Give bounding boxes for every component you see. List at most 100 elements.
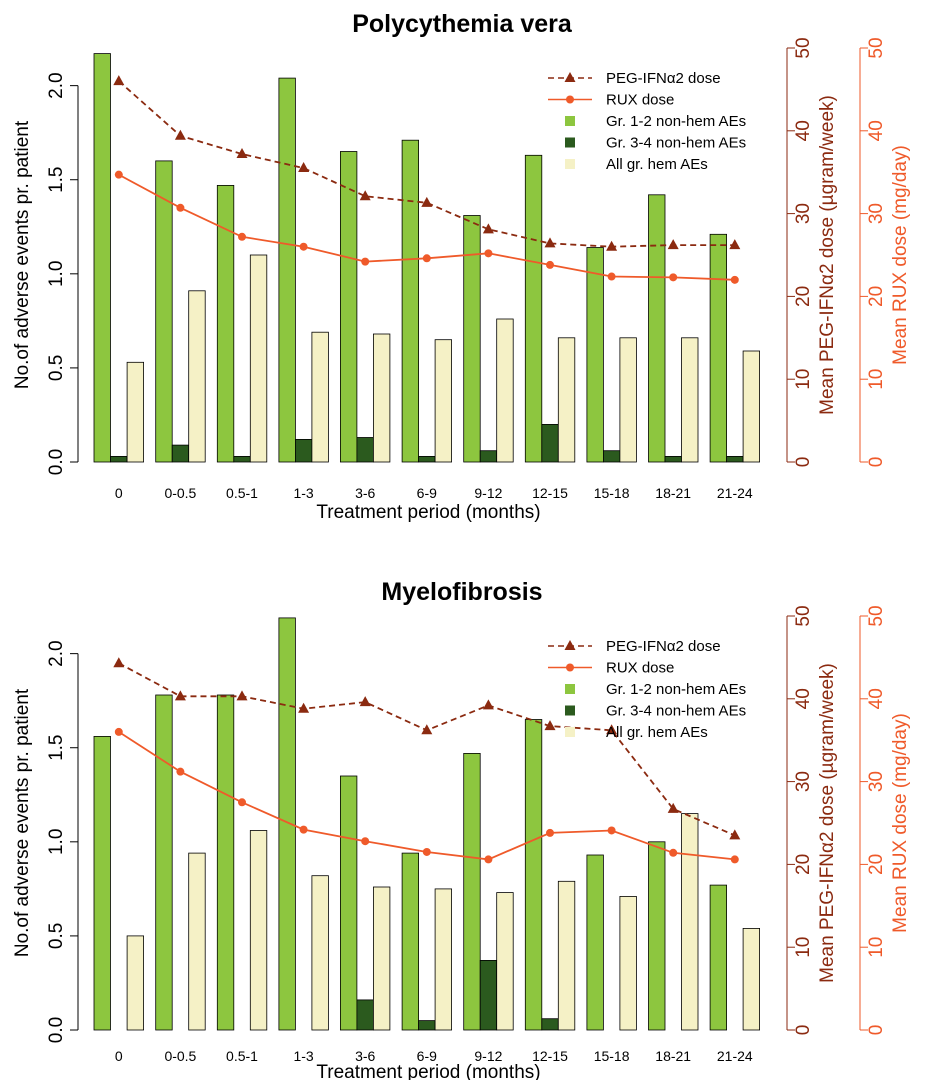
- y-tick-label-peg: 50: [793, 37, 814, 58]
- point-peg-3-6: [359, 190, 371, 201]
- bar-g12-0-0.5: [155, 160, 173, 463]
- x-tick-label: 15-18: [594, 1048, 630, 1064]
- y-tick-label-left: 1.5: [46, 735, 67, 761]
- bar-hem-9-12: [496, 892, 514, 1031]
- point-rux-12-15: [546, 828, 554, 837]
- bar-g34-21-24: [726, 455, 744, 463]
- bar-g12-12-15: [524, 719, 543, 1031]
- y-tick-label-rux: 30: [866, 771, 887, 792]
- point-rux-0: [114, 727, 123, 736]
- point-rux-6-9: [422, 847, 431, 856]
- legend-label-peg: PEG-IFNα2 dose: [606, 70, 721, 87]
- x-tick-label: 1-3: [293, 485, 313, 501]
- bar-g12-9-12: [463, 215, 481, 463]
- y-tick-label-peg: 30: [793, 771, 814, 792]
- bar-hem-0-0.5: [188, 290, 206, 463]
- legend-label-hem: All gr. hem AEs: [606, 156, 708, 173]
- x-tick-label: 0-0.5: [164, 1048, 196, 1064]
- bar-g12-21-24: [709, 233, 727, 463]
- bar-g12-0-0.5: [155, 694, 173, 1031]
- y-tick-label-left: 1.0: [46, 261, 67, 287]
- x-tick-label: 15-18: [594, 485, 630, 501]
- point-peg-15-18: [606, 724, 618, 735]
- bar-g34-6-9: [418, 1020, 436, 1031]
- x-tick-label: 0-0.5: [164, 485, 196, 501]
- legend-label-rux: RUX dose: [606, 92, 674, 109]
- x-axis-label: Treatment period (months): [316, 502, 540, 523]
- bar-hem-0: [126, 935, 144, 1031]
- y-tick-label-peg: 10: [793, 937, 814, 958]
- y-tick-label-peg: 50: [793, 605, 814, 626]
- point-peg-9-12: [482, 699, 494, 710]
- legend-marker-peg: [564, 72, 576, 82]
- bar-hem-0.5-1: [249, 254, 268, 463]
- bar-g12-1-3: [278, 617, 296, 1031]
- y-tick-label-rux: 0: [866, 457, 887, 468]
- x-tick-label: 6-9: [417, 1048, 437, 1064]
- bar-g12-15-18: [586, 854, 604, 1031]
- y-tick-label-left: 2.0: [46, 640, 67, 666]
- bar-hem-3-6: [372, 886, 391, 1031]
- point-peg-12-15: [544, 720, 556, 731]
- point-peg-0-0.5: [174, 690, 186, 701]
- bar-g34-3-6: [356, 437, 374, 463]
- point-peg-3-6: [359, 696, 371, 707]
- legend-swatch-hem: [565, 727, 575, 737]
- bar-hem-0.5-1: [249, 830, 268, 1031]
- x-tick-label: 0: [115, 1048, 123, 1064]
- legend-label-peg: PEG-IFNα2 dose: [606, 638, 721, 655]
- y-tick-label-rux: 10: [866, 937, 887, 958]
- point-peg-15-18: [606, 240, 618, 251]
- x-tick-label: 0.5-1: [226, 1048, 258, 1064]
- x-tick-label: 0.5-1: [226, 485, 258, 501]
- bar-g34-9-12: [479, 450, 498, 463]
- chart-panel-1: Myelofibrosis 0.0 0.5 1.0 1.5 2.0 No.of advers…: [12, 578, 911, 1080]
- x-tick-label: 21-24: [717, 1048, 753, 1064]
- y-tick-label-peg: 40: [793, 120, 814, 141]
- x-tick-label: 12-15: [532, 1048, 568, 1064]
- y-tick-label-rux: 10: [866, 369, 887, 390]
- y-tick-label-peg: 30: [793, 203, 814, 224]
- chart-title: Myelofibrosis: [381, 578, 542, 606]
- bar-g34-9-12: [479, 960, 498, 1031]
- y-tick-label-left: 0.5: [46, 355, 67, 381]
- bar-g12-0.5-1: [216, 694, 235, 1031]
- bar-hem-6-9: [434, 888, 453, 1031]
- point-peg-0-0.5: [174, 129, 186, 140]
- point-rux-9-12: [484, 855, 493, 864]
- point-rux-15-18: [607, 826, 616, 835]
- bar-hem-6-9: [434, 339, 453, 463]
- bar-g34-1-3: [294, 438, 313, 463]
- point-peg-9-12: [482, 223, 494, 234]
- point-rux-9-12: [484, 249, 493, 258]
- point-rux-1-3: [299, 242, 308, 251]
- legend-label-g12: Gr. 1-2 non-hem AEs: [606, 113, 746, 130]
- bar-g12-1-3: [278, 77, 296, 463]
- chart-title: Polycythemia vera: [352, 10, 573, 38]
- point-peg-0.5-1: [236, 147, 248, 158]
- point-peg-18-21: [667, 802, 679, 813]
- point-rux-6-9: [422, 254, 431, 263]
- bar-hem-3-6: [372, 333, 391, 463]
- bar-g12-0: [93, 53, 111, 463]
- bar-hem-1-3: [311, 331, 329, 463]
- point-rux-21-24: [730, 275, 739, 284]
- bar-hem-18-21: [681, 337, 699, 463]
- y-tick-label-left: 0.0: [46, 449, 67, 475]
- legend: PEG-IFNα2 dose RUX dose Gr. 1-2 non-hem AE…: [548, 638, 746, 741]
- bar-hem-15-18: [619, 337, 637, 463]
- point-peg-0: [113, 657, 125, 668]
- bar-g12-12-15: [524, 154, 543, 463]
- y-tick-label-peg: 10: [793, 369, 814, 390]
- legend-swatch-g12: [565, 116, 575, 126]
- point-peg-0.5-1: [236, 690, 248, 701]
- point-rux-1-3: [299, 825, 308, 834]
- x-tick-label: 9-12: [474, 485, 502, 501]
- y-tick-label-peg: 0: [793, 457, 814, 468]
- legend-label-rux: RUX dose: [606, 660, 674, 677]
- point-rux-12-15: [546, 260, 554, 269]
- point-rux-0-0.5: [176, 767, 185, 776]
- bar-hem-12-15: [557, 337, 576, 463]
- bar-g34-18-21: [664, 455, 682, 463]
- x-tick-label: 6-9: [417, 485, 437, 501]
